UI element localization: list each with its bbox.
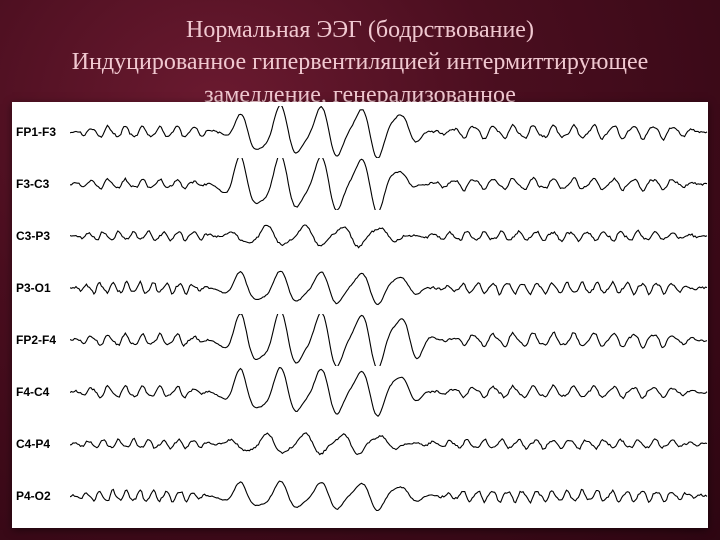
eeg-channel: P4-O2 xyxy=(12,470,708,522)
channel-label: F3-C3 xyxy=(16,177,49,191)
channel-label: FP2-F4 xyxy=(16,333,56,347)
channel-label: C3-P3 xyxy=(16,229,50,243)
channel-label: P3-O1 xyxy=(16,281,51,295)
channel-label: FP1-F3 xyxy=(16,125,56,139)
title-line-2: Индуцированное гипервентиляцией интермит… xyxy=(40,46,680,78)
eeg-trace xyxy=(70,158,708,210)
eeg-channel: F4-C4 xyxy=(12,366,708,418)
eeg-channel: F3-C3 xyxy=(12,158,708,210)
eeg-trace xyxy=(70,106,708,158)
title-line-1: Нормальная ЭЭГ (бодрствование) xyxy=(40,14,680,46)
slide-root: Нормальная ЭЭГ (бодрствование) Индуциров… xyxy=(0,0,720,540)
eeg-channel: C4-P4 xyxy=(12,418,708,470)
eeg-channel: FP2-F4 xyxy=(12,314,708,366)
eeg-trace xyxy=(70,262,708,314)
eeg-trace xyxy=(70,366,708,418)
channel-label: P4-O2 xyxy=(16,489,51,503)
eeg-channel: P3-O1 xyxy=(12,262,708,314)
channel-label: F4-C4 xyxy=(16,385,49,399)
eeg-trace xyxy=(70,210,708,262)
eeg-trace xyxy=(70,470,708,522)
eeg-trace xyxy=(70,418,708,470)
slide-title: Нормальная ЭЭГ (бодрствование) Индуциров… xyxy=(0,0,720,111)
eeg-channel: C3-P3 xyxy=(12,210,708,262)
channel-label: C4-P4 xyxy=(16,437,50,451)
eeg-panel: FP1-F3 F3-C3 C3-P3 P3-O1 FP2-F4 F4-C4 C4-P4 P4-… xyxy=(12,102,708,528)
eeg-channel: FP1-F3 xyxy=(12,106,708,158)
eeg-trace xyxy=(70,314,708,366)
